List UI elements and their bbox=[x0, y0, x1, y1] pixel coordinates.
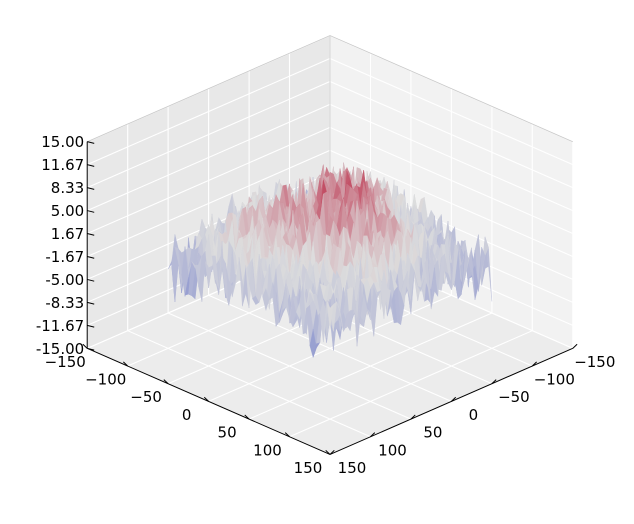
x-tick-label: 0 bbox=[469, 406, 479, 424]
y-tick bbox=[284, 432, 290, 438]
pane-top-edge bbox=[87, 35, 573, 143]
y-tick-label: −100 bbox=[85, 371, 126, 389]
x-tick bbox=[370, 432, 376, 438]
z-tick bbox=[87, 324, 95, 328]
x-tick bbox=[329, 449, 335, 455]
z-tick bbox=[87, 278, 95, 282]
x-tick-label: −100 bbox=[534, 371, 575, 389]
y-tick bbox=[203, 396, 209, 402]
y-tick-label: −50 bbox=[130, 388, 162, 406]
z-tick bbox=[87, 210, 95, 213]
y-tick bbox=[325, 449, 331, 455]
x-tick bbox=[491, 379, 497, 385]
z-tick-label: -1.67 bbox=[45, 248, 84, 266]
z-tick-label: 8.33 bbox=[51, 179, 84, 197]
z-tick bbox=[87, 233, 95, 236]
z-tick-label: 1.67 bbox=[51, 225, 84, 243]
z-tick bbox=[87, 347, 95, 351]
z-tick bbox=[87, 141, 95, 144]
x-tick-label: −50 bbox=[498, 388, 530, 406]
x-tick bbox=[451, 396, 457, 402]
z-tick-label: -5.00 bbox=[45, 271, 84, 289]
z-tick-label: 11.67 bbox=[41, 156, 84, 174]
surface-plot bbox=[167, 162, 493, 359]
x-tick bbox=[410, 414, 416, 420]
y-tick-label: 150 bbox=[294, 459, 323, 477]
y-tick bbox=[123, 361, 129, 367]
y-tick-label: 50 bbox=[218, 424, 237, 442]
y-tick-label: 100 bbox=[253, 441, 282, 459]
z-tick-label: 15.00 bbox=[41, 133, 84, 151]
z-tick bbox=[87, 164, 95, 167]
x-tick-label: 150 bbox=[338, 459, 367, 477]
y-tick bbox=[82, 343, 88, 349]
z-tick bbox=[87, 256, 95, 259]
y-tick-label: −150 bbox=[45, 353, 86, 371]
z-tick-label: -15.00 bbox=[36, 340, 84, 358]
z-tick-label: -11.67 bbox=[36, 317, 84, 335]
z-tick bbox=[87, 301, 95, 305]
z-tick-label: -8.33 bbox=[45, 294, 84, 312]
axis-lines bbox=[82, 141, 578, 455]
surface-facet bbox=[326, 299, 334, 330]
x-tick-label: −150 bbox=[574, 353, 615, 371]
y-tick-label: 0 bbox=[182, 406, 192, 424]
x-tick bbox=[531, 361, 537, 367]
x-tick bbox=[572, 343, 578, 349]
tick-labels: -15.00 -11.67 -8.33 -5.00 -1.67 1.67 5.00 8.33 1… bbox=[36, 133, 616, 477]
z-tick-label: 5.00 bbox=[51, 202, 84, 220]
x-tick-label: 100 bbox=[378, 441, 407, 459]
y-tick bbox=[163, 379, 169, 385]
x-tick-label: 50 bbox=[423, 424, 442, 442]
z-tick bbox=[87, 187, 95, 190]
y-tick bbox=[244, 414, 250, 420]
